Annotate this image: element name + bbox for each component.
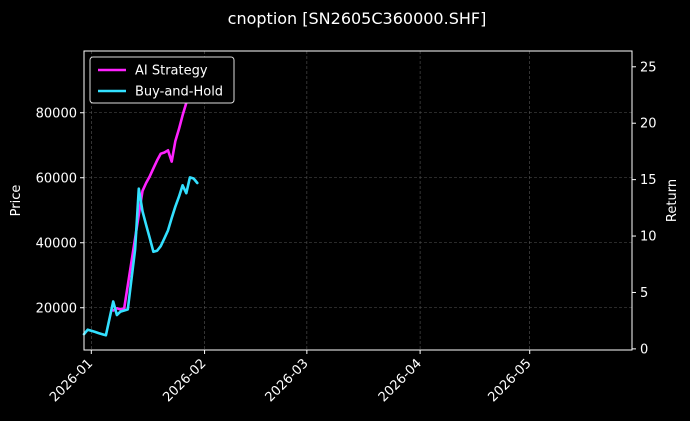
- x-tick-label: 2026-02: [160, 356, 209, 405]
- y-tick-label: 60000: [36, 171, 77, 186]
- legend: AI Strategy Buy-and-Hold: [89, 56, 235, 104]
- series-layer: [82, 93, 199, 337]
- y-axis-label: Price: [9, 185, 24, 217]
- legend-label: Buy-and-Hold: [135, 85, 223, 100]
- y2-axis-label: Return: [665, 179, 680, 222]
- x-tick-label: 2026-03: [263, 356, 312, 405]
- y2-tick-label: 20: [640, 117, 657, 132]
- y2-tick-label: 5: [640, 286, 648, 301]
- y2-tick-label: 25: [640, 60, 657, 75]
- x-tick-label: 2026-04: [376, 356, 425, 405]
- y-tick-label: 80000: [36, 106, 77, 121]
- y-tick-label: 40000: [36, 236, 77, 251]
- ticks-layer: 2026-01 2026-02 2026-03 2026-04 2026-05 20000…: [36, 60, 657, 405]
- legend-label: AI Strategy: [135, 64, 208, 79]
- x-tick-label: 2026-01: [47, 356, 96, 405]
- y2-tick-label: 0: [640, 342, 648, 357]
- series-line: [82, 176, 199, 337]
- x-tick-label: 2026-05: [486, 356, 535, 405]
- y2-tick-label: 15: [640, 173, 657, 188]
- y-tick-label: 20000: [36, 301, 77, 316]
- plot-frame: [83, 50, 633, 351]
- y2-tick-label: 10: [640, 230, 657, 245]
- chart-title: cnoption [SN2605C360000.SHF]: [228, 9, 487, 28]
- grid-layer: [84, 51, 632, 350]
- series-line: [111, 93, 192, 312]
